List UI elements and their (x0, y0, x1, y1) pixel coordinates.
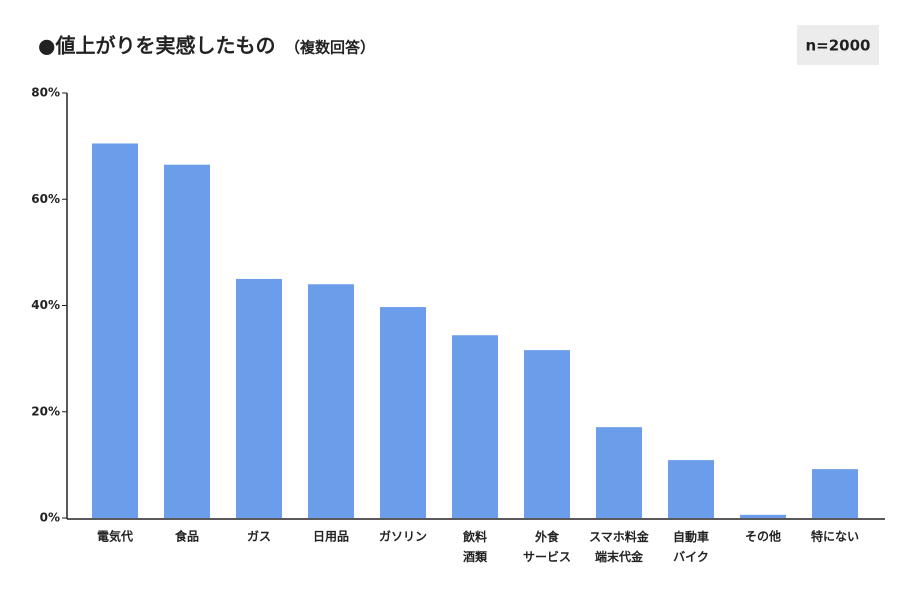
bar (380, 307, 426, 518)
annotation-box (797, 25, 879, 65)
y-tick-label: 20% (31, 404, 60, 418)
chart-subtitle: （複数回答） (285, 39, 375, 57)
chart-title: ●値上がりを実感したもの (38, 34, 275, 58)
bar (452, 335, 498, 518)
x-tick-label: 自動車バイク (673, 529, 709, 564)
x-tick-label: その他 (745, 529, 781, 544)
x-tick-label: 飲料酒類 (462, 529, 488, 564)
bar (596, 427, 642, 518)
x-tick-label: ガス (247, 529, 271, 544)
x-tick-label: 外食サービス (523, 529, 571, 564)
bar (524, 350, 570, 518)
bar (164, 164, 210, 518)
x-tick-label: ガソリン (379, 529, 427, 544)
y-tick-label: 60% (31, 192, 60, 206)
x-tick-label: 電気代 (97, 529, 133, 544)
x-tick-label: 日用品 (313, 530, 349, 544)
annotation: n=2000 (806, 37, 871, 55)
bar (740, 514, 786, 518)
y-tick-label: 80% (31, 86, 60, 100)
bar (668, 460, 714, 518)
bar (92, 143, 138, 518)
x-tick-label: 食品 (174, 529, 199, 544)
bar (308, 284, 354, 518)
bar (812, 469, 858, 518)
bar (236, 278, 282, 518)
y-tick-label: 0% (40, 511, 60, 525)
x-tick-label: スマホ料金端末代金 (589, 529, 650, 564)
y-tick-label: 40% (31, 298, 60, 312)
x-tick-label: 特にない (811, 529, 859, 544)
